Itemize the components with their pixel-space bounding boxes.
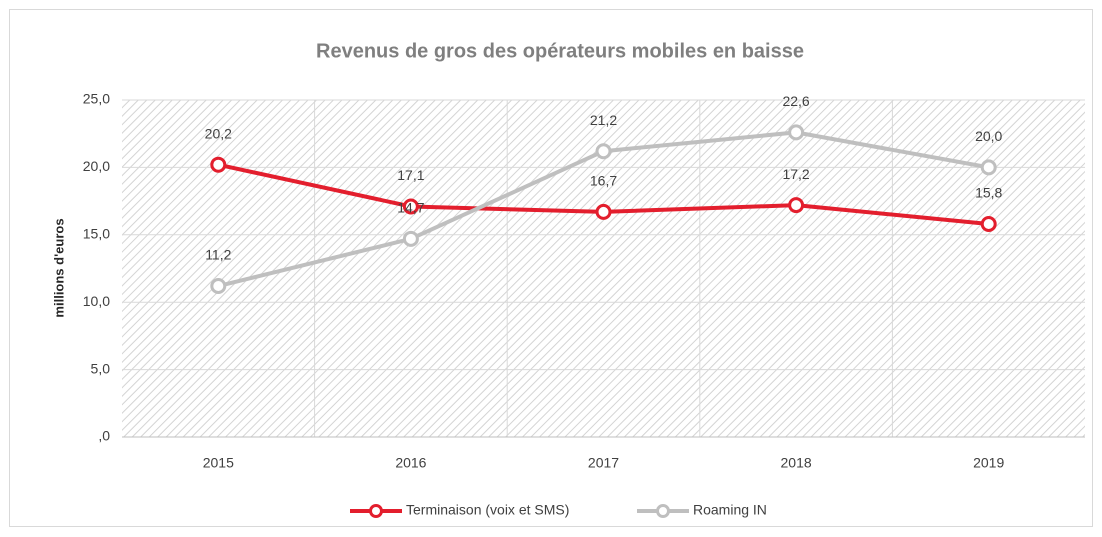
point [595, 143, 612, 160]
data-label: 11,2 [205, 247, 231, 263]
legend-label: Terminaison (voix et SMS) [406, 502, 569, 518]
y-tick-label: 25,0 [83, 91, 110, 107]
x-tick-label: 2016 [395, 455, 426, 471]
data-label: 20,0 [975, 128, 1002, 144]
y-tick-label: 15,0 [83, 226, 110, 242]
y-tick-label: 20,0 [83, 158, 110, 174]
x-tick-label: 2019 [973, 455, 1004, 471]
y-axis-label: millions d'euros [51, 218, 66, 317]
y-tick-label: 10,0 [83, 293, 110, 309]
legend-marker [656, 504, 670, 518]
data-label: 20,2 [205, 125, 232, 141]
point [595, 203, 612, 220]
data-label: 17,1 [397, 167, 424, 183]
x-tick-label: 2017 [588, 455, 619, 471]
point [788, 197, 805, 214]
y-tick-label: ,0 [98, 428, 110, 444]
legend-marker [369, 504, 383, 518]
point [402, 198, 419, 215]
x-tick-label: 2015 [203, 455, 234, 471]
point [210, 278, 227, 295]
data-label: 16,7 [590, 173, 617, 189]
point [980, 159, 997, 176]
chart-title: Revenus de gros des opérateurs mobiles e… [316, 40, 804, 62]
data-label: 17,2 [782, 166, 809, 182]
x-tick-label: 2018 [781, 455, 812, 471]
point [980, 216, 997, 233]
point [788, 124, 805, 141]
point [210, 156, 227, 173]
data-label: 14,7 [397, 200, 424, 216]
point [402, 230, 419, 247]
data-label: 22,6 [782, 93, 809, 109]
data-label: 21,2 [590, 112, 617, 128]
data-label: 15,8 [975, 185, 1002, 201]
legend-label: Roaming IN [693, 502, 767, 518]
y-tick-label: 5,0 [91, 360, 111, 376]
